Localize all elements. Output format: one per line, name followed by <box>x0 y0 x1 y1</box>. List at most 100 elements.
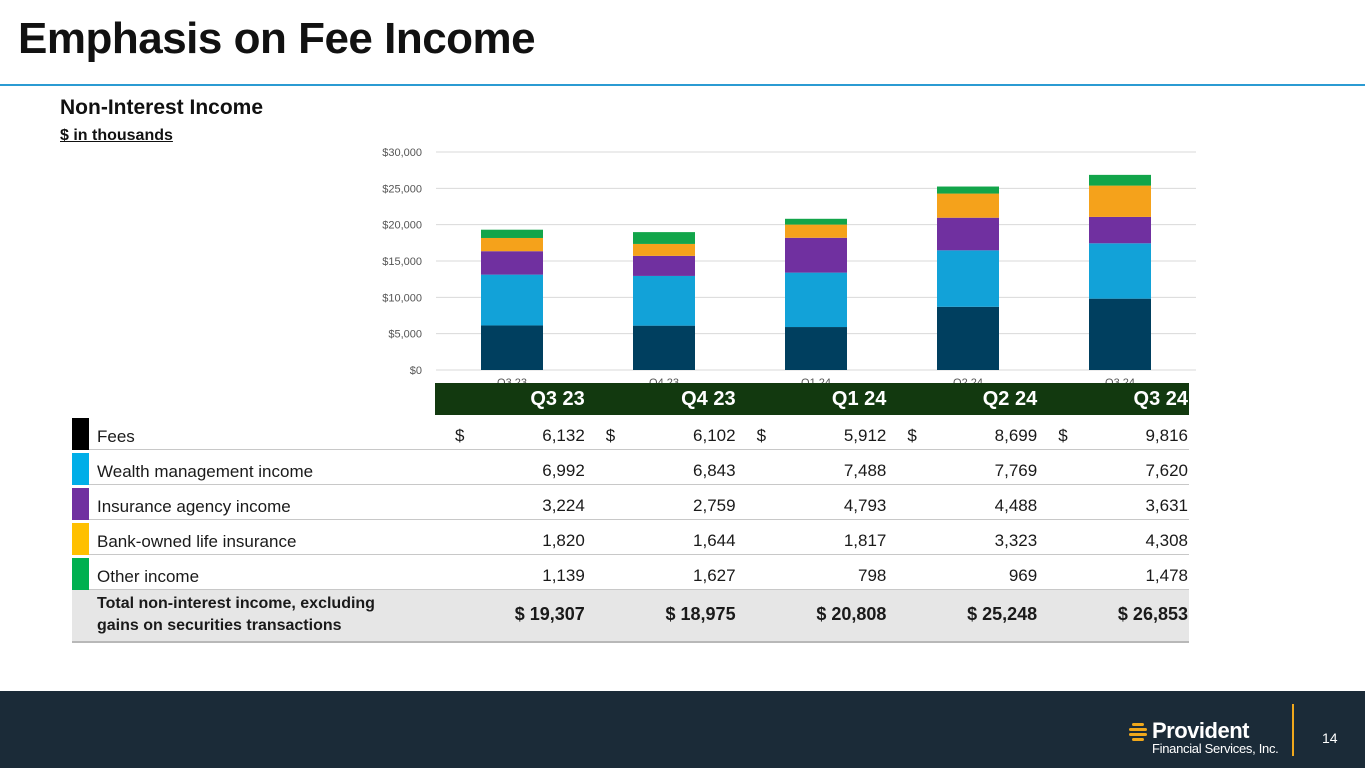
value-text: 1,139 <box>542 566 585 585</box>
total-label-line1: Total non-interest income, excluding <box>97 594 375 612</box>
dollar-sign: $ <box>1058 426 1068 445</box>
footer-divider <box>1292 704 1294 756</box>
value-text: 798 <box>858 566 887 585</box>
total-value: $ 18,975 <box>585 589 737 643</box>
bar-segment <box>785 218 847 225</box>
cell-value: 7,488 <box>736 449 888 485</box>
dollar-sign: $ <box>455 426 465 445</box>
y-tick-label: $10,000 <box>382 292 422 304</box>
bar-segment <box>785 237 847 273</box>
value-text: 6,132 <box>542 426 585 445</box>
value-text: 8,699 <box>994 426 1038 445</box>
cell-value: 798 <box>736 554 888 590</box>
value-text: 9,816 <box>1145 426 1188 445</box>
table-row: Fees $6,132 $6,102 $5,912 $8,699 $9,816 <box>72 415 1189 450</box>
cell-value: 4,308 <box>1038 519 1189 555</box>
cell-value: 3,631 <box>1038 484 1189 520</box>
title-divider <box>0 84 1365 86</box>
total-label: Total non-interest income, excluding gain… <box>89 589 435 643</box>
bar-segment <box>481 229 543 238</box>
table-row: Wealth management income 6,992 6,843 7,488 7… <box>72 449 1189 485</box>
table-row: Other income 1,139 1,627 798 969 1,478 <box>72 554 1189 590</box>
cell-value: 3,323 <box>887 519 1039 555</box>
row-label: Bank-owned life insurance <box>89 519 435 555</box>
cell-value: $8,699 <box>887 415 1039 450</box>
bar-segment <box>633 255 695 276</box>
bar-segment <box>481 251 543 275</box>
col-header-q1-24: Q1 24 <box>736 383 888 415</box>
y-tick-label: $15,000 <box>382 256 422 268</box>
value-text: 4,308 <box>1145 531 1188 550</box>
y-tick-label: $30,000 <box>382 147 422 159</box>
cell-value: $6,102 <box>585 415 737 450</box>
cell-value: 1,478 <box>1038 554 1189 590</box>
bar-segment <box>1089 243 1151 299</box>
bar-segment <box>1089 185 1151 217</box>
legend-swatch <box>72 417 89 450</box>
stacked-bar-chart: $0 $5,000 $10,000 $15,000 $20,000 $25,000 $30,… <box>382 147 1196 389</box>
total-value: $ 19,307 <box>435 589 586 643</box>
value-text: 1,644 <box>693 531 736 550</box>
value-text: 3,224 <box>542 496 585 515</box>
bar-segment <box>937 193 999 218</box>
value-text: 5,912 <box>843 426 887 445</box>
dollar-sign: $ <box>756 426 767 445</box>
value-text: 1,478 <box>1145 566 1188 585</box>
cell-value: 7,769 <box>887 449 1039 485</box>
col-header-q4-23: Q4 23 <box>585 383 737 415</box>
cell-value: 6,843 <box>585 449 737 485</box>
bar-segment <box>937 250 999 307</box>
cell-value: 4,793 <box>736 484 888 520</box>
col-header-q3-23: Q3 23 <box>435 383 586 415</box>
dollar-sign: $ <box>605 426 616 445</box>
cell-value: $5,912 <box>736 415 888 450</box>
cell-value: 7,620 <box>1038 449 1189 485</box>
value-text: 2,759 <box>693 496 736 515</box>
cell-value: 969 <box>887 554 1039 590</box>
table-header-row: Q3 23 Q4 23 Q1 24 Q2 24 Q3 24 <box>72 383 1189 415</box>
table-row: Bank-owned life insurance 1,820 1,644 1,817… <box>72 519 1189 555</box>
y-tick-label: $20,000 <box>382 220 422 232</box>
value-text: 6,843 <box>693 461 736 480</box>
bar-segment <box>633 325 695 370</box>
table-row: Insurance agency income 3,224 2,759 4,793 4,… <box>72 484 1189 520</box>
bar-segment <box>1089 216 1151 244</box>
total-label-line2: gains on securities transactions <box>97 616 342 634</box>
logo-name: Provident <box>1152 718 1249 743</box>
col-header-q2-24: Q2 24 <box>887 383 1039 415</box>
data-table: Q3 23 Q4 23 Q1 24 Q2 24 Q3 24 Fees $6,132… <box>72 383 1189 643</box>
value-text: 7,769 <box>994 461 1038 480</box>
row-label: Other income <box>89 554 435 590</box>
bar-segment <box>785 327 847 370</box>
bar-segment <box>633 232 695 244</box>
bar-segment <box>937 217 999 251</box>
value-text: 4,488 <box>994 496 1038 515</box>
cell-value: $6,132 <box>435 415 586 450</box>
bar-segment <box>633 275 695 326</box>
provident-mark-icon <box>1129 723 1147 741</box>
value-text: 1,627 <box>693 566 736 585</box>
value-text: 7,488 <box>843 461 887 480</box>
bar-segment <box>481 274 543 326</box>
page-title: Emphasis on Fee Income <box>18 14 536 63</box>
units-label: $ in thousands <box>60 127 173 144</box>
value-text: 6,102 <box>693 426 736 445</box>
row-label: Fees <box>89 415 435 450</box>
bar-segment <box>633 243 695 256</box>
cell-value: 1,644 <box>585 519 737 555</box>
value-text: 1,817 <box>843 531 887 550</box>
cell-value: 2,759 <box>585 484 737 520</box>
bar-segment <box>1089 174 1151 186</box>
row-label: Wealth management income <box>89 449 435 485</box>
legend-swatch <box>72 452 89 485</box>
bar-segment <box>937 186 999 194</box>
value-text: 6,992 <box>542 461 585 480</box>
cell-value: 1,627 <box>585 554 737 590</box>
y-tick-label: $25,000 <box>382 183 422 195</box>
legend-swatch <box>72 487 89 520</box>
total-row: Total non-interest income, excluding gain… <box>72 589 1189 643</box>
col-header-q3-24: Q3 24 <box>1038 383 1189 415</box>
cell-value: 4,488 <box>887 484 1039 520</box>
cell-value: 6,992 <box>435 449 586 485</box>
value-text: 969 <box>1008 566 1038 585</box>
